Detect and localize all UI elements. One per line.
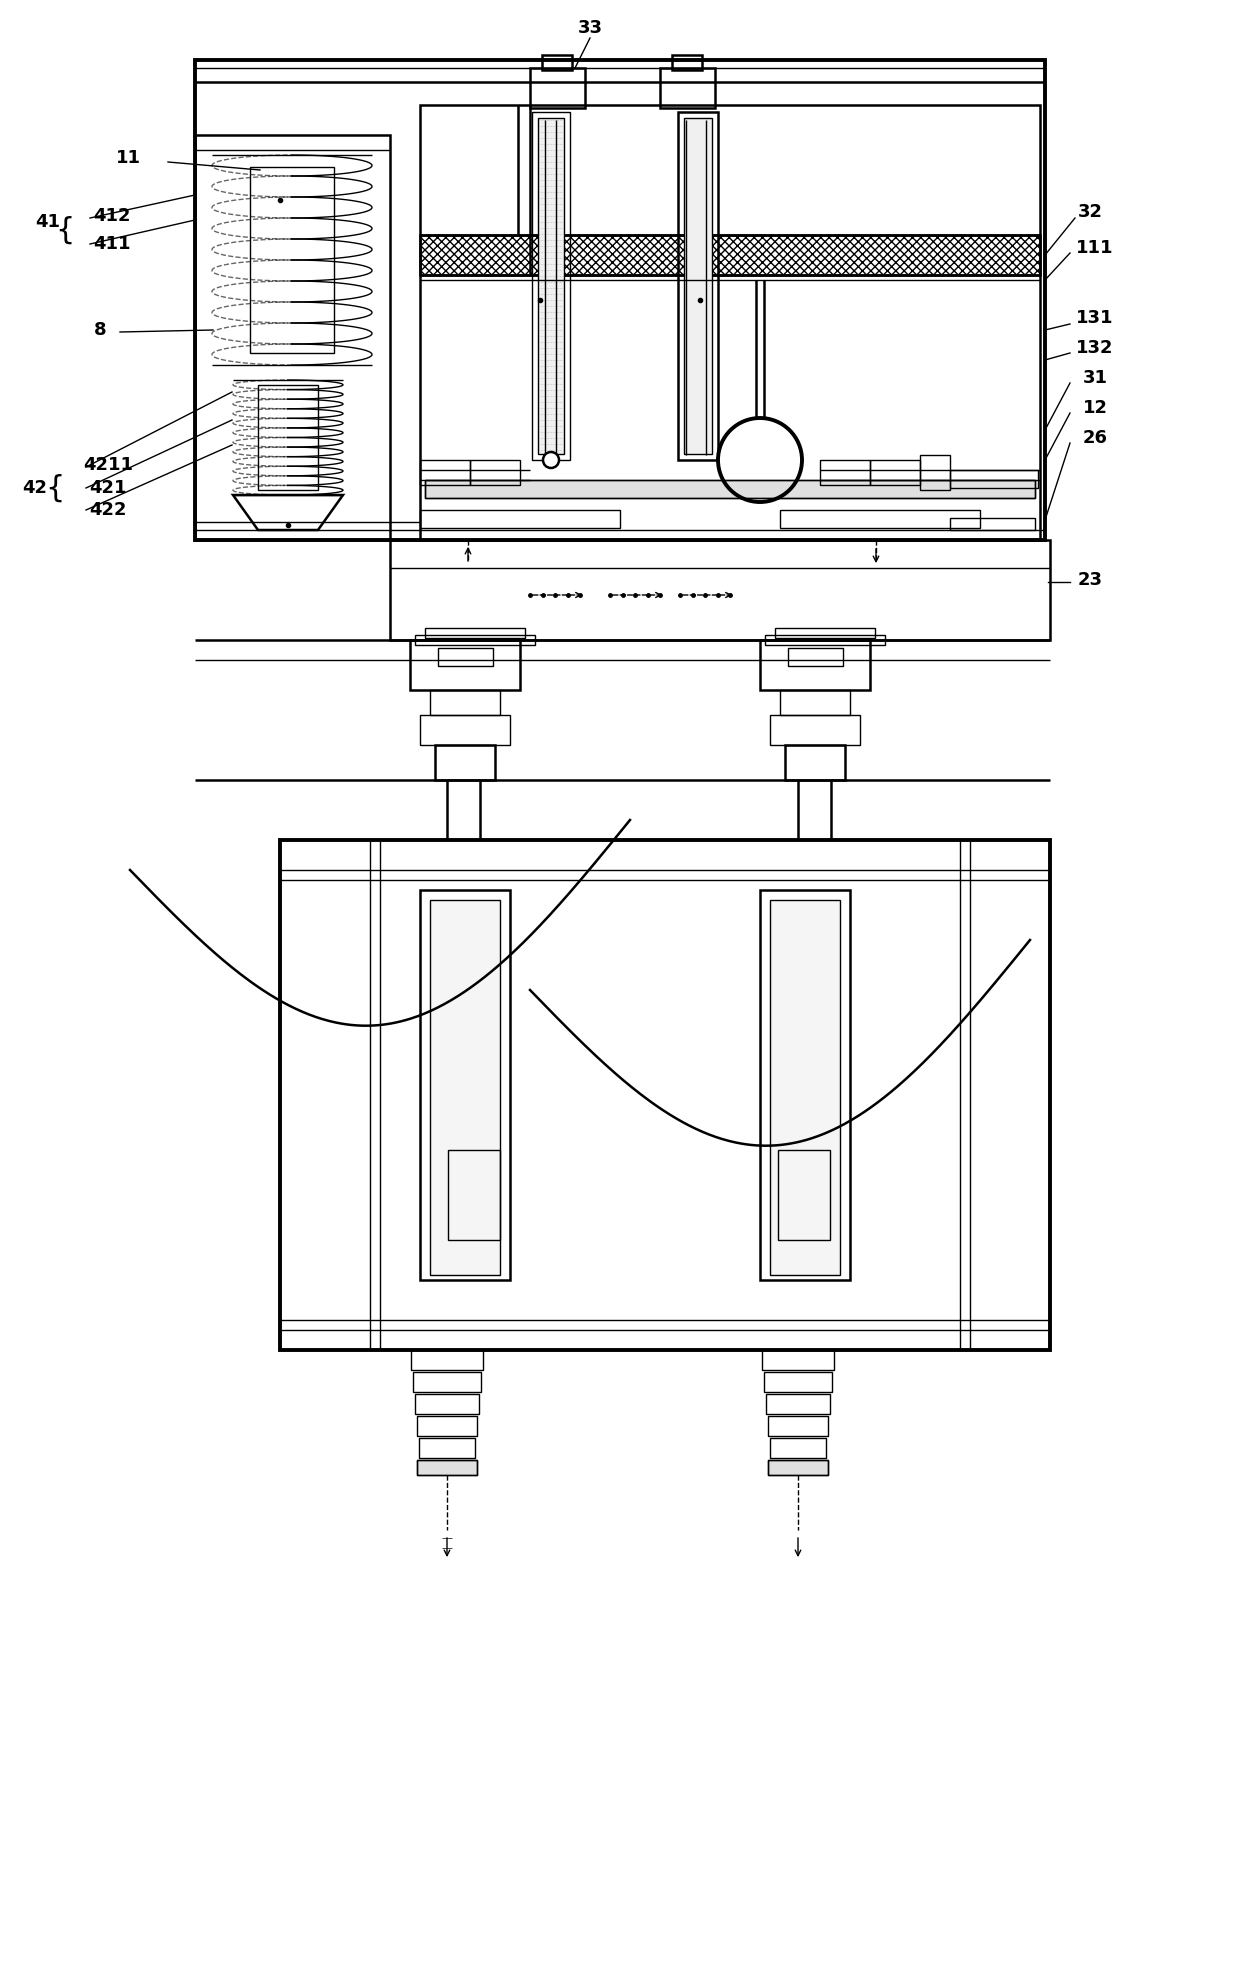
- Text: 412: 412: [93, 207, 130, 224]
- Text: 132: 132: [1076, 338, 1114, 356]
- Text: 23: 23: [1078, 571, 1102, 588]
- Bar: [760, 890, 849, 1279]
- Bar: [417, 1417, 477, 1437]
- Text: 111: 111: [1076, 238, 1114, 258]
- Text: 411: 411: [93, 234, 130, 254]
- Bar: [195, 59, 1045, 539]
- Bar: [417, 1460, 477, 1474]
- Bar: [785, 746, 844, 779]
- Bar: [766, 1393, 830, 1413]
- Bar: [950, 470, 1038, 488]
- Bar: [538, 118, 564, 455]
- Bar: [920, 455, 950, 490]
- Bar: [425, 480, 1035, 498]
- Bar: [410, 1350, 484, 1370]
- Bar: [672, 55, 702, 71]
- Bar: [678, 112, 718, 461]
- Text: 12: 12: [1083, 400, 1107, 417]
- Bar: [532, 112, 570, 461]
- Bar: [820, 461, 870, 484]
- Bar: [448, 1149, 500, 1240]
- Bar: [425, 628, 525, 638]
- Text: {: {: [56, 216, 74, 244]
- Bar: [195, 136, 391, 539]
- Bar: [391, 539, 1050, 640]
- Bar: [870, 461, 920, 484]
- Bar: [417, 1460, 477, 1474]
- Text: 41: 41: [36, 213, 61, 230]
- Text: 131: 131: [1076, 309, 1114, 327]
- Bar: [770, 1439, 826, 1458]
- Text: 26: 26: [1083, 429, 1107, 447]
- Bar: [768, 1460, 828, 1474]
- Bar: [765, 636, 885, 646]
- Text: 4211: 4211: [83, 457, 133, 474]
- Bar: [760, 640, 870, 691]
- Bar: [419, 1439, 475, 1458]
- Bar: [413, 1372, 481, 1391]
- Text: 33: 33: [578, 20, 603, 37]
- Bar: [950, 518, 1035, 529]
- Bar: [770, 714, 861, 746]
- Text: {: {: [46, 474, 64, 502]
- Bar: [420, 234, 1040, 276]
- Bar: [420, 714, 510, 746]
- Bar: [470, 461, 520, 484]
- Text: 422: 422: [89, 502, 126, 520]
- Text: 32: 32: [1078, 203, 1102, 220]
- Bar: [542, 55, 572, 71]
- Bar: [435, 746, 495, 779]
- Bar: [410, 640, 520, 691]
- Text: 42: 42: [22, 478, 47, 498]
- Bar: [768, 1460, 828, 1474]
- Text: 31: 31: [1083, 368, 1107, 388]
- Text: 11: 11: [115, 150, 140, 167]
- Bar: [780, 691, 849, 714]
- Text: 8: 8: [94, 321, 107, 338]
- Bar: [425, 480, 1035, 498]
- Bar: [660, 69, 715, 108]
- Text: 421: 421: [89, 478, 126, 498]
- Bar: [258, 386, 317, 490]
- Bar: [684, 118, 712, 455]
- Bar: [430, 899, 500, 1275]
- Bar: [768, 1417, 828, 1437]
- Bar: [280, 840, 1050, 1350]
- Bar: [764, 1372, 832, 1391]
- Bar: [420, 461, 470, 484]
- Bar: [777, 1149, 830, 1240]
- Bar: [529, 69, 585, 108]
- Bar: [780, 510, 980, 527]
- Bar: [415, 1393, 479, 1413]
- Bar: [763, 1350, 835, 1370]
- Bar: [420, 104, 1040, 539]
- Bar: [775, 628, 875, 638]
- Circle shape: [543, 453, 559, 468]
- Bar: [250, 167, 334, 352]
- Bar: [787, 647, 843, 665]
- Bar: [770, 899, 839, 1275]
- Bar: [420, 890, 510, 1279]
- Bar: [438, 647, 494, 665]
- Bar: [430, 691, 500, 714]
- Bar: [420, 510, 620, 527]
- Bar: [415, 636, 534, 646]
